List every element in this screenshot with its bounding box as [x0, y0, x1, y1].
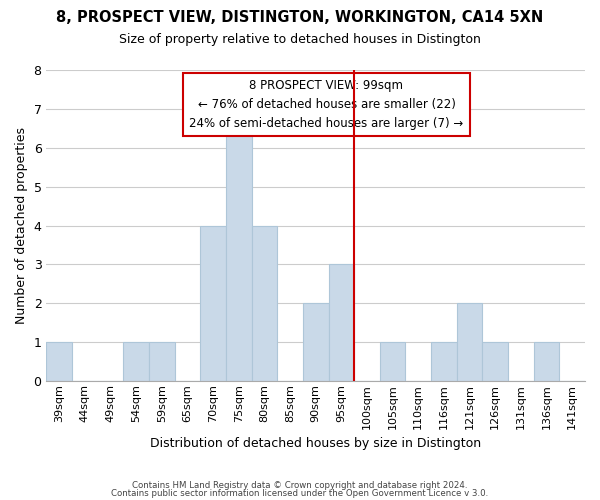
Y-axis label: Number of detached properties: Number of detached properties: [15, 127, 28, 324]
X-axis label: Distribution of detached houses by size in Distington: Distribution of detached houses by size …: [150, 437, 481, 450]
Bar: [124, 342, 149, 381]
Text: 8, PROSPECT VIEW, DISTINGTON, WORKINGTON, CA14 5XN: 8, PROSPECT VIEW, DISTINGTON, WORKINGTON…: [56, 10, 544, 25]
Bar: [226, 109, 251, 381]
Text: Contains HM Land Registry data © Crown copyright and database right 2024.: Contains HM Land Registry data © Crown c…: [132, 481, 468, 490]
Bar: [200, 226, 226, 381]
Bar: [380, 342, 406, 381]
Bar: [457, 304, 482, 381]
Text: Size of property relative to detached houses in Distington: Size of property relative to detached ho…: [119, 32, 481, 46]
Text: Contains public sector information licensed under the Open Government Licence v : Contains public sector information licen…: [112, 488, 488, 498]
Text: 8 PROSPECT VIEW: 99sqm
← 76% of detached houses are smaller (22)
24% of semi-det: 8 PROSPECT VIEW: 99sqm ← 76% of detached…: [190, 80, 464, 130]
Bar: [482, 342, 508, 381]
Bar: [46, 342, 72, 381]
Bar: [149, 342, 175, 381]
Bar: [431, 342, 457, 381]
Bar: [251, 226, 277, 381]
Bar: [303, 304, 329, 381]
Bar: [329, 264, 354, 381]
Bar: [534, 342, 559, 381]
